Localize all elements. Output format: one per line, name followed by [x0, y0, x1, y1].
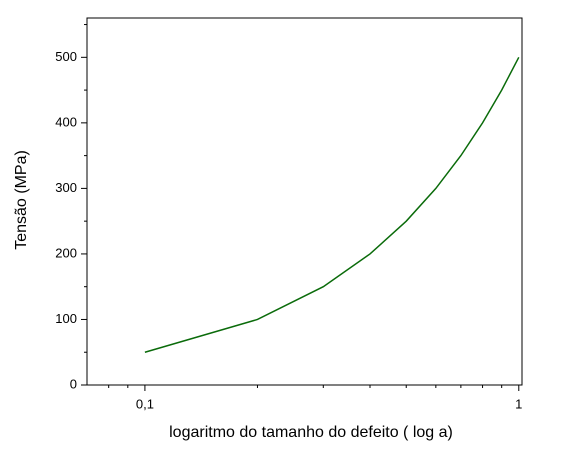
- x-tick-label: 1: [515, 396, 522, 411]
- plot-frame: [86, 17, 523, 386]
- y-tick-label: 200: [55, 245, 77, 260]
- y-tick-label: 300: [55, 180, 77, 195]
- y-tick-label: 400: [55, 114, 77, 129]
- y-tick-label: 0: [70, 376, 77, 391]
- y-tick-label: 500: [55, 49, 77, 64]
- x-axis-label: logaritmo do tamanho do defeito ( log a): [169, 424, 453, 441]
- x-tick-label: 0,1: [136, 396, 154, 411]
- data-line: [144, 56, 520, 353]
- y-tick-label: 100: [55, 311, 77, 326]
- y-axis-label: Tensão (MPa): [13, 150, 30, 250]
